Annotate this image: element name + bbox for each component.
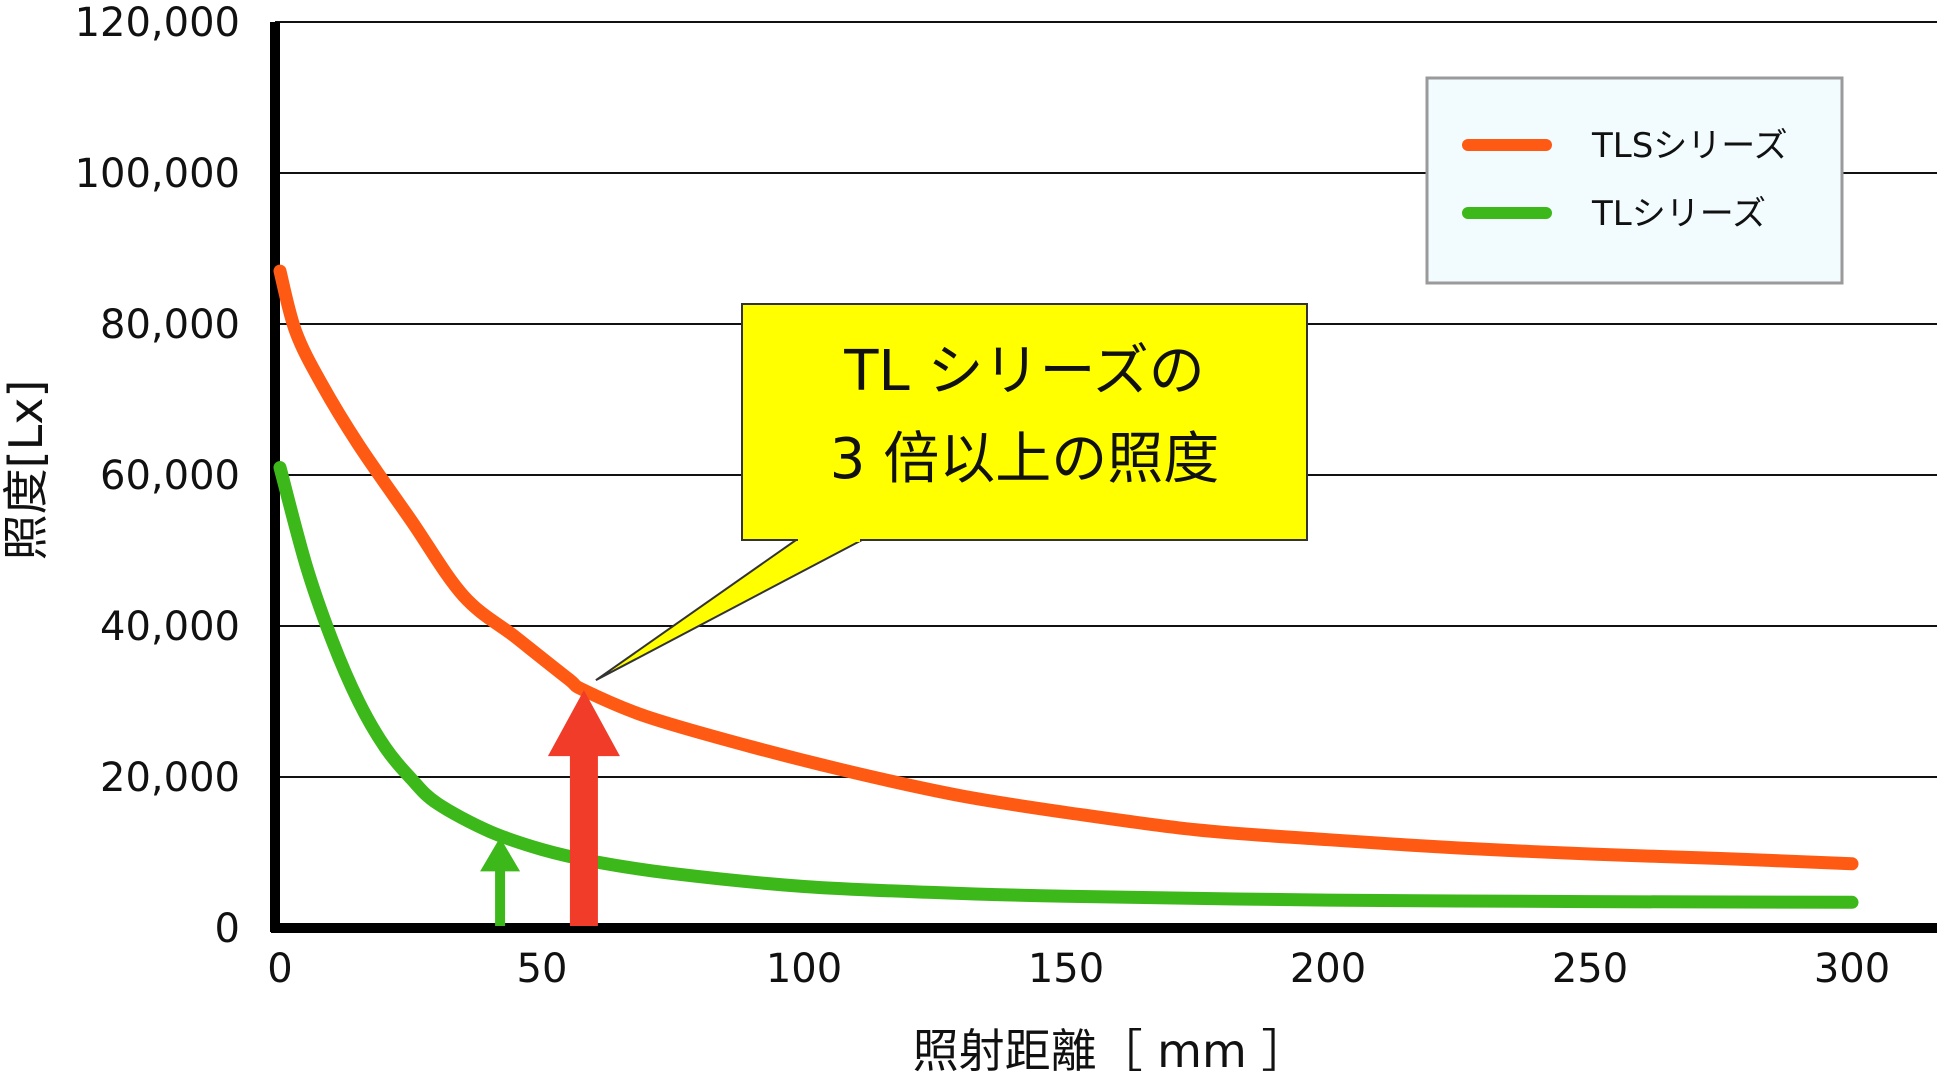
callout-pointer	[595, 539, 863, 682]
x-tick-label: 250	[1552, 946, 1628, 992]
x-tick-label: 200	[1290, 946, 1366, 992]
y-tick-label: 40,000	[100, 604, 240, 650]
x-tick-label: 150	[1028, 946, 1104, 992]
callout-box	[741, 303, 1308, 541]
arrows	[480, 690, 620, 926]
legend-box	[1425, 76, 1844, 285]
y-tick-label: 60,000	[100, 453, 240, 499]
callout: TL シリーズの 3 倍以上の照度	[595, 303, 1308, 682]
x-axis-title: 照射距離［ mm ］	[913, 1024, 1308, 1078]
legend: TLSシリーズ TLシリーズ	[1425, 76, 1844, 285]
series-line-tl	[273, 461, 1859, 909]
x-tick-label: 300	[1814, 946, 1890, 992]
arrow-head	[480, 837, 521, 872]
axes	[270, 22, 1937, 933]
legend-label: TLSシリーズ	[1591, 126, 1788, 166]
x-tick-label: 100	[766, 946, 842, 992]
x-tick-label: 0	[267, 946, 292, 992]
callout-text-line: TL シリーズの	[843, 339, 1204, 404]
y-tick-labels: 0 20,000 40,000 60,000 80,000 100,000 120,000	[75, 0, 240, 952]
x-tick-labels: 0 50 100 150 200 250 300	[267, 946, 1890, 992]
callout-text-line: 3 倍以上の照度	[830, 427, 1219, 492]
x-tick-label: 50	[517, 946, 568, 992]
y-tick-label: 120,000	[75, 0, 240, 46]
series-lines	[273, 264, 1859, 909]
y-tick-label: 80,000	[100, 302, 240, 348]
y-axis-title: 照度[Lx]	[0, 380, 53, 561]
series-line-tls	[273, 264, 1859, 871]
y-tick-label: 20,000	[100, 755, 240, 801]
legend-label: TLシリーズ	[1591, 194, 1766, 234]
y-tick-label: 100,000	[75, 151, 240, 197]
arrow-head	[547, 690, 620, 757]
y-tick-label: 0	[215, 906, 240, 952]
